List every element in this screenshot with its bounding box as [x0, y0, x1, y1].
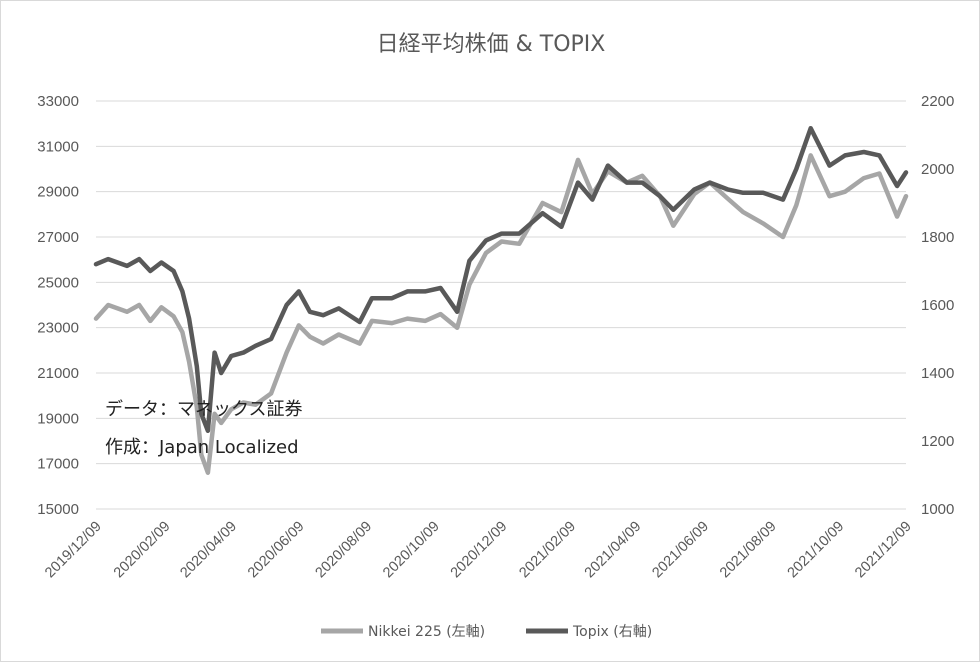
x-tick-label: 2021/04/09 — [582, 519, 645, 582]
x-tick-label: 2020/10/09 — [380, 519, 443, 582]
y-right-tick-label: 2000 — [921, 161, 954, 178]
y-axis-right: 2200 2000 1800 1600 1400 1200 1000 — [921, 93, 954, 518]
y-right-tick-label: 1200 — [921, 433, 954, 450]
x-axis: 2019/12/09 2020/02/09 2020/04/09 2020/06/09… — [42, 519, 915, 582]
y-left-tick-label: 27000 — [37, 229, 79, 246]
y-left-tick-label: 29000 — [37, 184, 79, 201]
legend-label-nikkei: Nikkei 225 (左軸) — [368, 624, 485, 640]
y-right-tick-label: 2200 — [921, 93, 954, 110]
y-right-tick-label: 1000 — [921, 501, 954, 518]
annotation-source: データ：マネックス証券 — [105, 399, 302, 420]
legend: Nikkei 225 (左軸) Topix (右軸) — [321, 624, 652, 640]
x-tick-label: 2021/10/09 — [785, 519, 848, 582]
series-line-nikkei — [93, 153, 909, 475]
y-right-tick-label: 1600 — [921, 297, 954, 314]
y-left-tick-label: 31000 — [37, 138, 79, 155]
x-tick-label: 2020/12/09 — [448, 519, 511, 582]
annotation-author: 作成：Japan Localized — [105, 437, 299, 458]
y-left-tick-label: 17000 — [37, 456, 79, 473]
y-axis-left: 33000 31000 29000 27000 25000 23000 21000 19000… — [37, 93, 79, 518]
x-tick-label: 2019/12/09 — [42, 519, 105, 582]
y-left-tick-label: 21000 — [37, 365, 79, 382]
gridlines — [96, 100, 906, 510]
y-right-tick-label: 1400 — [921, 365, 954, 382]
y-left-tick-label: 23000 — [37, 320, 79, 337]
x-tick-label: 2020/06/09 — [245, 519, 308, 582]
y-right-tick-label: 1800 — [921, 229, 954, 246]
x-tick-label: 2021/12/09 — [852, 519, 915, 582]
x-tick-label: 2021/02/09 — [516, 519, 579, 582]
x-tick-label: 2021/06/09 — [649, 519, 712, 582]
series-lines — [93, 125, 909, 475]
x-tick-label: 2021/08/09 — [717, 519, 780, 582]
y-left-tick-label: 33000 — [37, 93, 79, 110]
chart-title: 日経平均株価 & TOPIX — [377, 32, 606, 57]
y-left-tick-label: 19000 — [37, 410, 79, 427]
legend-label-topix: Topix (右軸) — [572, 624, 652, 640]
x-tick-label: 2020/04/09 — [177, 519, 240, 582]
x-tick-label: 2020/08/09 — [313, 519, 376, 582]
y-left-tick-label: 25000 — [37, 274, 79, 291]
series-line-topix — [93, 125, 909, 434]
y-left-tick-label: 15000 — [37, 501, 79, 518]
x-tick-label: 2020/02/09 — [111, 519, 174, 582]
